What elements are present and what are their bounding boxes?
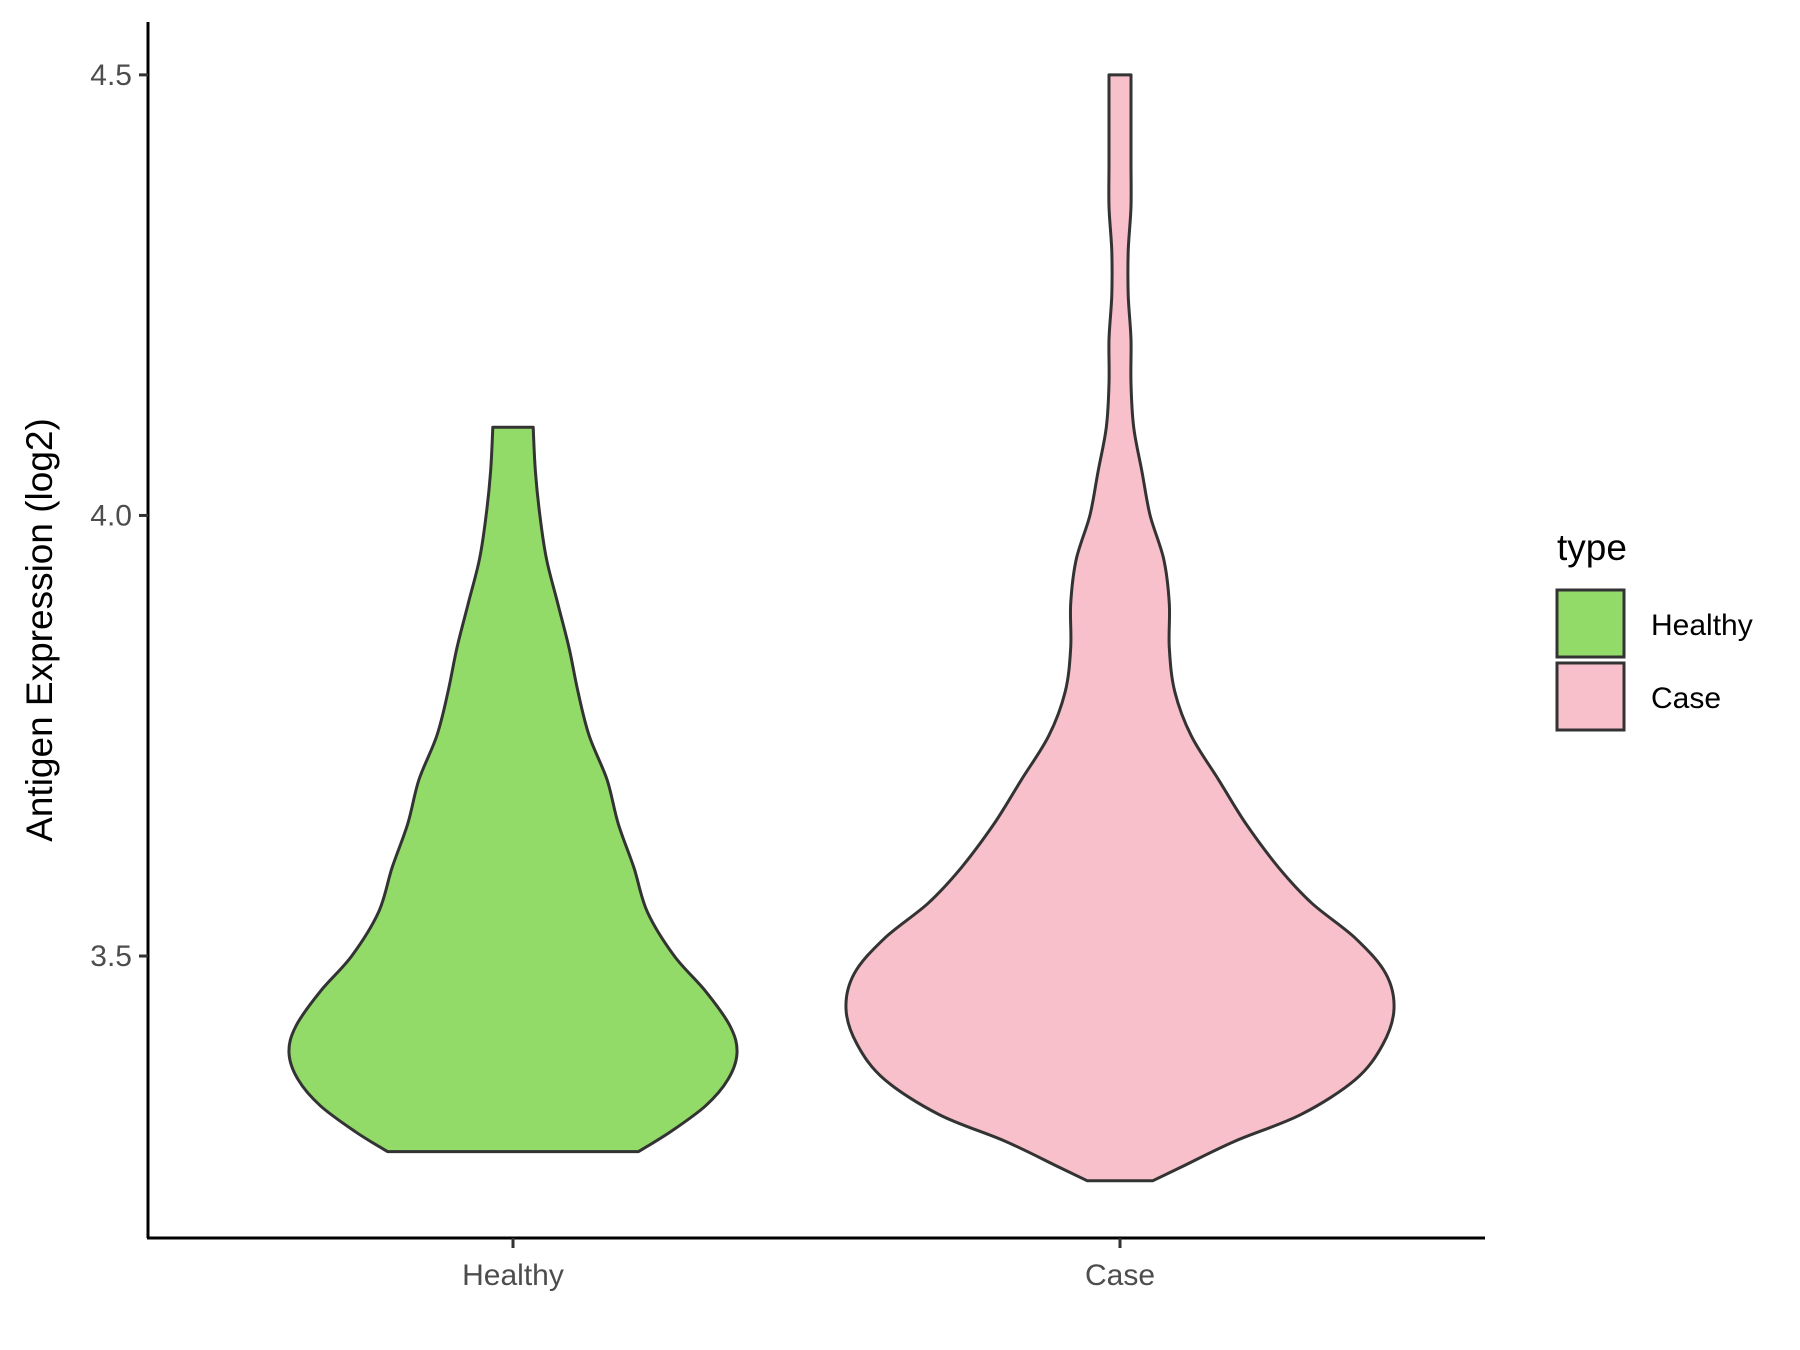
legend-label-healthy: Healthy	[1651, 609, 1753, 642]
legend: type Healthy Case	[1555, 527, 1753, 732]
violins-layer	[287, 73, 1396, 1183]
violin-case	[844, 73, 1396, 1183]
x-tick-label-healthy: Healthy	[462, 1259, 564, 1292]
y-tick-label: 3.5	[90, 940, 132, 973]
y-axis-title: Antigen Expression (log2)	[19, 418, 60, 842]
x-tick-label-case: Case	[1085, 1259, 1155, 1292]
legend-key-healthy	[1555, 588, 1626, 659]
legend-title: type	[1557, 527, 1627, 568]
x-ticks: Healthy Case	[462, 1238, 1155, 1292]
y-tick-label: 4.0	[90, 499, 132, 532]
legend-label-case: Case	[1651, 682, 1721, 715]
legend-key-case	[1555, 661, 1626, 732]
violin-healthy	[287, 425, 739, 1154]
y-tick-label: 4.5	[90, 59, 132, 92]
y-ticks: 3.5 4.0 4.5	[90, 59, 148, 973]
